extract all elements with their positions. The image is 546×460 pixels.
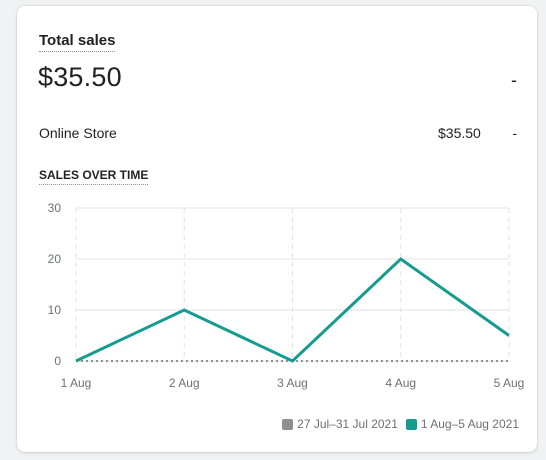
channel-row-label: Online Store: [39, 125, 117, 141]
legend-label-current: 1 Aug–5 Aug 2021: [420, 417, 519, 431]
data-point-current: [73, 358, 79, 364]
legend-swatch-current: [405, 418, 417, 430]
legend-label-previous: 27 Jul–31 Jul 2021: [297, 417, 398, 431]
x-tick-label: 2 Aug: [169, 376, 200, 390]
sales-over-time-heading[interactable]: SALES OVER TIME: [39, 168, 149, 185]
total-sales-change: -: [511, 70, 517, 90]
data-point-current: [290, 358, 296, 364]
x-tick-label: 3 Aug: [277, 376, 308, 390]
series-line-current: [75, 257, 510, 363]
sales-over-time-chart[interactable]: 0 10 20 30 1 Aug 2 Aug 3 Aug 4 Aug 5 Aug: [17, 6, 537, 406]
x-tick-label: 1 Aug: [61, 376, 92, 390]
chart-legend: 27 Jul–31 Jul 2021 1 Aug–5 Aug 2021: [274, 417, 519, 431]
y-tick-label: 10: [48, 303, 62, 317]
y-tick-label: 0: [54, 354, 61, 368]
x-tick-label: 4 Aug: [385, 376, 416, 390]
card-title[interactable]: Total sales: [39, 32, 116, 52]
total-sales-value: $35.50: [38, 62, 122, 92]
legend-item-previous[interactable]: 27 Jul–31 Jul 2021: [282, 417, 398, 431]
channel-row-value: $35.50: [438, 125, 481, 141]
data-point-current: [506, 333, 512, 339]
y-tick-label: 30: [48, 201, 62, 215]
data-point-current: [398, 256, 404, 262]
data-point-current: [181, 307, 187, 313]
y-tick-label: 20: [48, 252, 62, 266]
legend-item-current[interactable]: 1 Aug–5 Aug 2021: [405, 417, 519, 431]
legend-swatch-previous: [282, 418, 294, 430]
total-sales-card: Total sales $35.50 - Online Store $35.50…: [17, 6, 537, 452]
channel-row-change: -: [512, 125, 517, 141]
x-tick-label: 5 Aug: [494, 376, 525, 390]
